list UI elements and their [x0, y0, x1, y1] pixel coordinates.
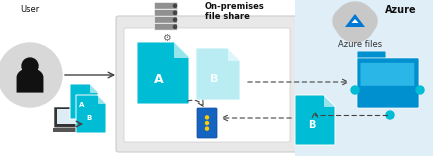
- FancyBboxPatch shape: [155, 24, 178, 30]
- Circle shape: [0, 43, 62, 107]
- Text: Azure files: Azure files: [338, 40, 382, 49]
- Text: User: User: [20, 5, 40, 14]
- Circle shape: [351, 86, 359, 94]
- Polygon shape: [76, 95, 106, 133]
- Text: B: B: [210, 74, 219, 84]
- Polygon shape: [174, 42, 189, 57]
- Circle shape: [22, 58, 38, 74]
- Circle shape: [174, 11, 177, 14]
- Polygon shape: [70, 84, 98, 119]
- Circle shape: [206, 127, 209, 130]
- Circle shape: [174, 18, 177, 21]
- Bar: [52, 128, 87, 132]
- Polygon shape: [97, 95, 106, 103]
- Text: B: B: [86, 115, 91, 121]
- Circle shape: [206, 122, 209, 124]
- Circle shape: [386, 111, 394, 119]
- Polygon shape: [196, 48, 240, 100]
- Circle shape: [351, 8, 377, 34]
- Bar: [57, 109, 83, 124]
- Circle shape: [339, 5, 362, 27]
- Polygon shape: [16, 68, 43, 93]
- Text: B: B: [308, 120, 316, 130]
- FancyBboxPatch shape: [197, 108, 217, 138]
- Polygon shape: [228, 48, 240, 60]
- Text: ⚙: ⚙: [162, 33, 170, 43]
- Circle shape: [416, 86, 424, 94]
- FancyBboxPatch shape: [155, 10, 178, 16]
- FancyBboxPatch shape: [155, 17, 178, 23]
- FancyBboxPatch shape: [357, 58, 419, 108]
- Polygon shape: [295, 95, 335, 145]
- Circle shape: [349, 5, 370, 27]
- Polygon shape: [324, 95, 335, 106]
- Circle shape: [174, 4, 177, 7]
- Polygon shape: [137, 42, 189, 104]
- Polygon shape: [352, 19, 359, 23]
- Polygon shape: [345, 14, 365, 27]
- Polygon shape: [90, 84, 98, 92]
- FancyBboxPatch shape: [361, 63, 414, 86]
- FancyBboxPatch shape: [55, 107, 85, 127]
- FancyBboxPatch shape: [116, 16, 298, 152]
- Circle shape: [335, 2, 375, 42]
- Circle shape: [206, 116, 209, 119]
- Text: Azure: Azure: [385, 5, 417, 15]
- Circle shape: [174, 25, 177, 28]
- Circle shape: [333, 8, 359, 34]
- FancyBboxPatch shape: [155, 2, 178, 9]
- Text: A: A: [79, 102, 84, 108]
- FancyBboxPatch shape: [358, 51, 385, 62]
- FancyBboxPatch shape: [124, 28, 290, 142]
- Text: On-premises
file share: On-premises file share: [205, 2, 265, 21]
- Bar: [295, 0, 433, 156]
- Text: A: A: [154, 73, 164, 86]
